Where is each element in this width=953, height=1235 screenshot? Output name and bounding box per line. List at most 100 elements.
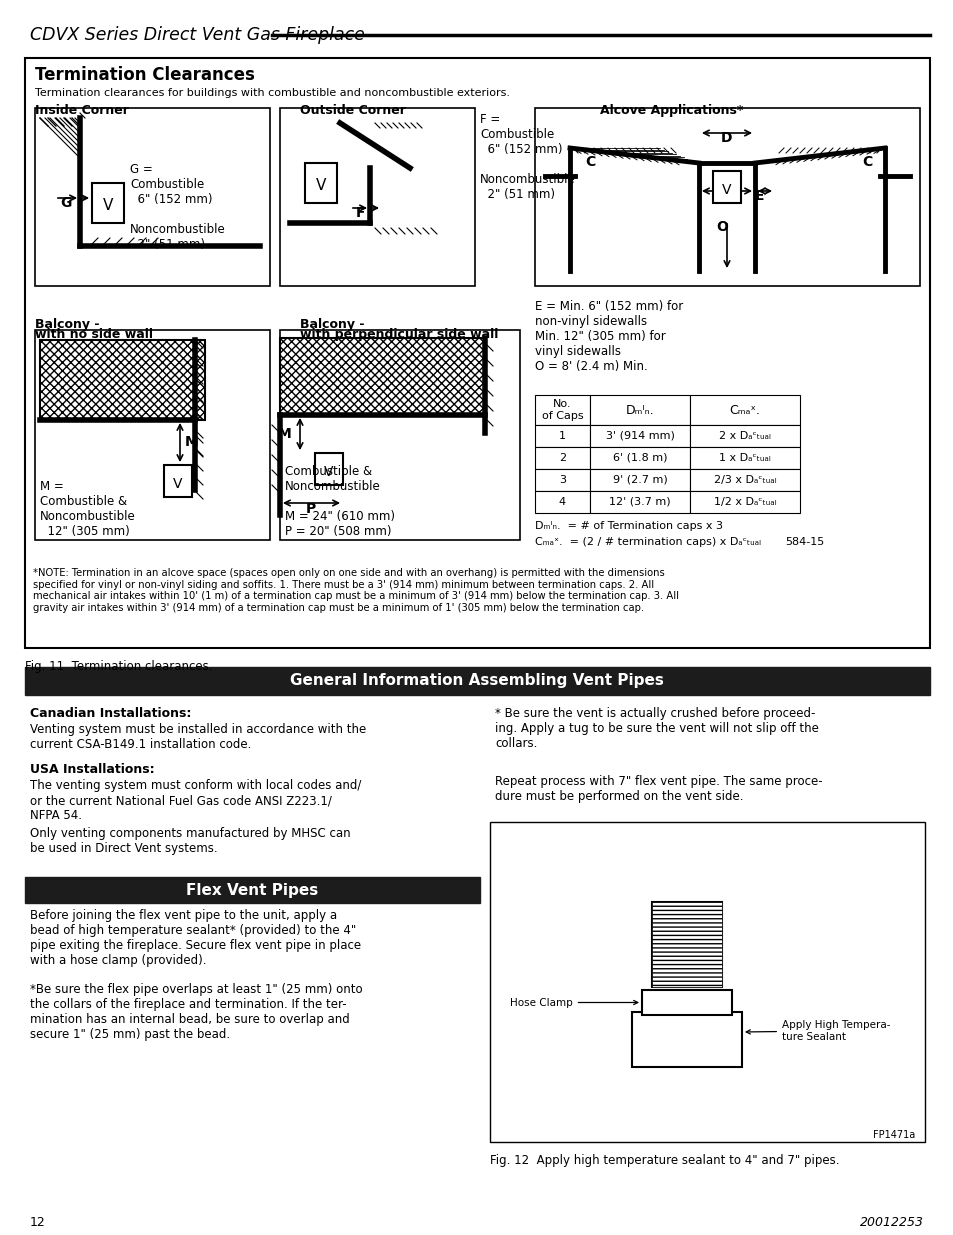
Text: 9' (2.7 m): 9' (2.7 m) xyxy=(612,475,667,485)
Text: M: M xyxy=(278,427,292,441)
Text: Fig. 11  Termination clearances.: Fig. 11 Termination clearances. xyxy=(25,659,213,673)
Text: 12: 12 xyxy=(30,1215,46,1229)
Text: Hose Clamp: Hose Clamp xyxy=(510,998,638,1008)
Text: V: V xyxy=(315,178,326,193)
Bar xyxy=(535,425,589,447)
Bar xyxy=(712,170,740,203)
Bar xyxy=(40,340,205,420)
Text: 1/2 x Dₐᶜₜᵤₐₗ: 1/2 x Dₐᶜₜᵤₐₗ xyxy=(713,496,776,508)
Text: Inside Corner: Inside Corner xyxy=(35,104,129,117)
Bar xyxy=(535,447,589,469)
Text: C: C xyxy=(862,156,871,169)
Text: Outside Corner: Outside Corner xyxy=(299,104,405,117)
Text: V: V xyxy=(103,198,113,212)
Text: with perpendicular side wall: with perpendicular side wall xyxy=(299,329,497,341)
Text: V: V xyxy=(324,466,334,479)
Bar xyxy=(280,330,519,540)
Text: G: G xyxy=(60,196,71,210)
Text: Before joining the flex vent pipe to the unit, apply a
bead of high temperature : Before joining the flex vent pipe to the… xyxy=(30,909,361,967)
Text: 4: 4 xyxy=(558,496,565,508)
Bar xyxy=(589,395,689,425)
Bar xyxy=(535,395,589,425)
Text: E: E xyxy=(755,189,764,203)
Bar xyxy=(35,107,270,287)
Text: No.
of Caps: No. of Caps xyxy=(541,399,582,421)
Text: *Be sure the flex pipe overlaps at least 1" (25 mm) onto
the collars of the fire: *Be sure the flex pipe overlaps at least… xyxy=(30,983,362,1041)
Text: D: D xyxy=(720,131,732,144)
Text: 20012253: 20012253 xyxy=(859,1215,923,1229)
Text: 12' (3.7 m): 12' (3.7 m) xyxy=(609,496,670,508)
Text: 1: 1 xyxy=(558,431,565,441)
Text: Termination clearances for buildings with combustible and noncombustible exterio: Termination clearances for buildings wit… xyxy=(35,88,510,98)
Text: C: C xyxy=(584,156,595,169)
Bar xyxy=(631,1011,741,1067)
Text: Repeat process with 7" flex vent pipe. The same proce-
dure must be performed on: Repeat process with 7" flex vent pipe. T… xyxy=(495,776,821,803)
Text: USA Installations:: USA Installations: xyxy=(30,763,154,776)
Bar xyxy=(280,338,484,415)
Bar xyxy=(641,990,731,1015)
Text: V: V xyxy=(173,477,183,492)
Text: G =
Combustible
  6" (152 mm)

Noncombustible
  2" (51 mm): G = Combustible 6" (152 mm) Noncombustib… xyxy=(130,163,226,251)
Bar xyxy=(589,492,689,513)
Bar xyxy=(535,492,589,513)
Text: Fig. 12  Apply high temperature sealant to 4" and 7" pipes.: Fig. 12 Apply high temperature sealant t… xyxy=(490,1153,839,1167)
Bar xyxy=(164,466,192,496)
Bar xyxy=(689,469,800,492)
Bar xyxy=(689,395,800,425)
Text: 2 x Dₐᶜₜᵤₐₗ: 2 x Dₐᶜₜᵤₐₗ xyxy=(719,431,770,441)
Bar xyxy=(689,425,800,447)
Text: V: V xyxy=(721,183,731,198)
Bar xyxy=(589,447,689,469)
Text: P: P xyxy=(306,501,315,516)
Bar xyxy=(35,330,270,540)
Bar xyxy=(535,107,919,287)
Text: General Information Assembling Vent Pipes: General Information Assembling Vent Pipe… xyxy=(290,673,663,688)
Bar xyxy=(589,469,689,492)
Text: 584-15: 584-15 xyxy=(784,537,823,547)
Bar xyxy=(689,492,800,513)
Text: M =
Combustible &
Noncombustible
  12" (305 mm): M = Combustible & Noncombustible 12" (30… xyxy=(40,480,135,538)
Text: Flex Vent Pipes: Flex Vent Pipes xyxy=(186,883,317,898)
Text: 2/3 x Dₐᶜₜᵤₐₗ: 2/3 x Dₐᶜₜᵤₐₗ xyxy=(713,475,776,485)
Bar xyxy=(40,340,205,420)
Text: 6' (1.8 m): 6' (1.8 m) xyxy=(612,453,666,463)
Bar xyxy=(280,338,484,415)
Text: Termination Clearances: Termination Clearances xyxy=(35,65,254,84)
Text: Cₘₐˣ.: Cₘₐˣ. xyxy=(729,404,760,416)
Text: E = Min. 6" (152 mm) for
non-vinyl sidewalls
Min. 12" (305 mm) for
vinyl sidewal: E = Min. 6" (152 mm) for non-vinyl sidew… xyxy=(535,300,682,373)
Text: F: F xyxy=(355,206,365,220)
Bar xyxy=(280,107,475,287)
Bar xyxy=(25,877,479,903)
Bar xyxy=(651,902,721,987)
Text: Balcony -: Balcony - xyxy=(35,317,99,331)
Text: O: O xyxy=(716,220,727,233)
Text: Dₘᴵₙ.: Dₘᴵₙ. xyxy=(625,404,654,416)
Bar xyxy=(689,447,800,469)
Text: * Be sure the vent is actually crushed before proceed-
ing. Apply a tug to be su: * Be sure the vent is actually crushed b… xyxy=(495,706,818,750)
Bar xyxy=(651,902,721,987)
Bar xyxy=(305,163,336,203)
Text: 3' (914 mm): 3' (914 mm) xyxy=(605,431,674,441)
Text: Apply High Tempera-
ture Sealant: Apply High Tempera- ture Sealant xyxy=(745,1020,889,1041)
Text: M: M xyxy=(185,435,198,450)
Text: Venting system must be installed in accordance with the
current CSA-B149.1 insta: Venting system must be installed in acco… xyxy=(30,722,366,751)
Text: 3: 3 xyxy=(558,475,565,485)
Text: 1 x Dₐᶜₜᵤₐₗ: 1 x Dₐᶜₜᵤₐₗ xyxy=(719,453,770,463)
Bar xyxy=(91,183,124,224)
Text: CDVX Series Direct Vent Gas Fireplace: CDVX Series Direct Vent Gas Fireplace xyxy=(30,26,364,44)
Text: Only venting components manufactured by MHSC can
be used in Direct Vent systems.: Only venting components manufactured by … xyxy=(30,827,351,855)
Bar xyxy=(589,425,689,447)
Text: Dₘᴵₙ.  = # of Termination caps x 3: Dₘᴵₙ. = # of Termination caps x 3 xyxy=(535,521,722,531)
Text: Canadian Installations:: Canadian Installations: xyxy=(30,706,192,720)
Text: Alcove Applications*: Alcove Applications* xyxy=(599,104,742,117)
Text: with no side wall: with no side wall xyxy=(35,329,152,341)
Text: *NOTE: Termination in an alcove space (spaces open only on one side and with an : *NOTE: Termination in an alcove space (s… xyxy=(33,568,679,613)
Text: Cₘₐˣ.  = (2 / # termination caps) x Dₐᶜₜᵤₐₗ: Cₘₐˣ. = (2 / # termination caps) x Dₐᶜₜᵤ… xyxy=(535,537,760,547)
Text: The venting system must conform with local codes and/
or the current National Fu: The venting system must conform with loc… xyxy=(30,779,361,823)
Bar xyxy=(314,453,343,485)
Text: 2: 2 xyxy=(558,453,565,463)
Text: Balcony -: Balcony - xyxy=(299,317,364,331)
Bar xyxy=(490,823,924,1142)
Text: F =
Combustible
  6" (152 mm)

Noncombustible
  2" (51 mm): F = Combustible 6" (152 mm) Noncombustib… xyxy=(479,112,576,201)
Bar xyxy=(535,469,589,492)
